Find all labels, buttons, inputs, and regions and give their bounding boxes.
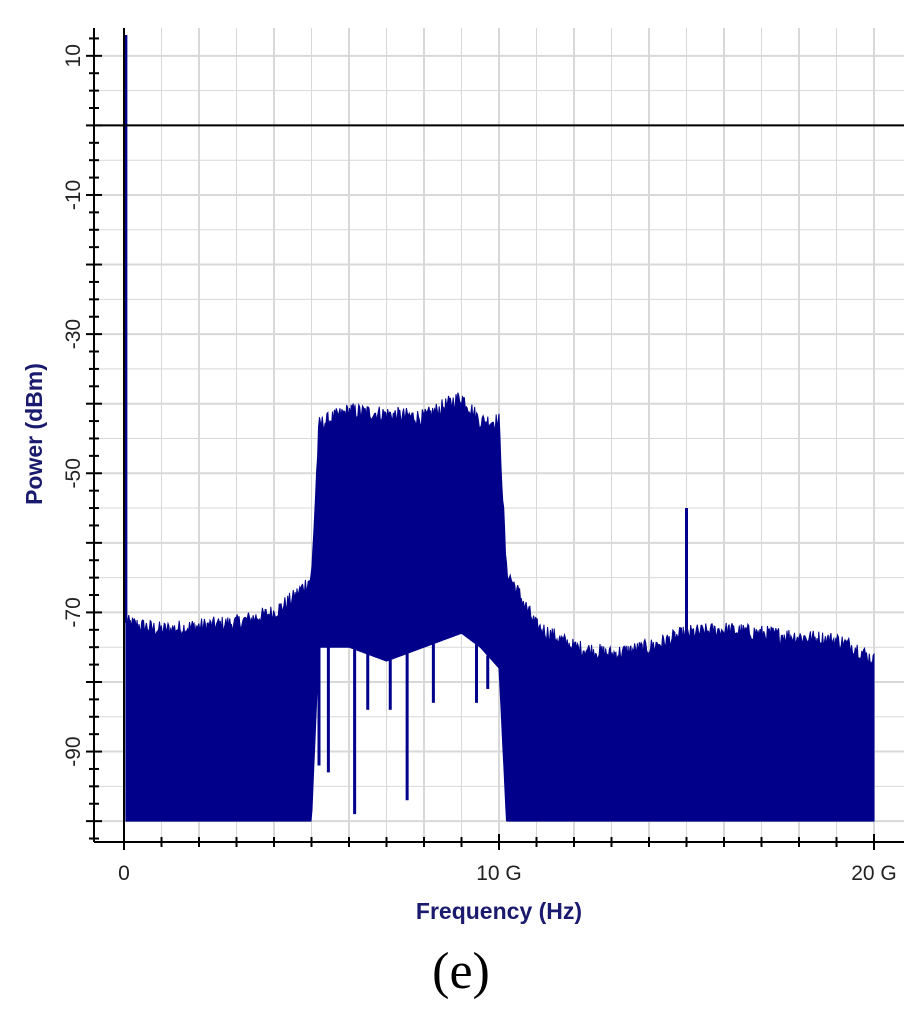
y-axis-title: Power (dBm)	[21, 363, 47, 505]
y-tick-label: -90	[62, 736, 85, 766]
y-tick-label: 10	[62, 44, 85, 67]
x-tick-label: 10 G	[476, 862, 522, 885]
spectrum-band	[125, 392, 875, 822]
x-tick-label: 20 G	[851, 862, 897, 885]
y-tick-label: -30	[62, 319, 85, 349]
x-axis-title: Frequency (Hz)	[416, 898, 582, 924]
y-tick-label: -50	[62, 458, 85, 488]
y-tick-label: -10	[62, 180, 85, 210]
axes	[86, 28, 904, 850]
x-tick-label: 0	[118, 862, 130, 885]
panel-label: (e)	[432, 943, 490, 1000]
y-tick-label: -70	[62, 597, 85, 627]
data-series	[124, 34, 875, 822]
tick-labels: 10 -10 -30 -50 -70 -90 0 10 G 20 G	[62, 44, 897, 885]
